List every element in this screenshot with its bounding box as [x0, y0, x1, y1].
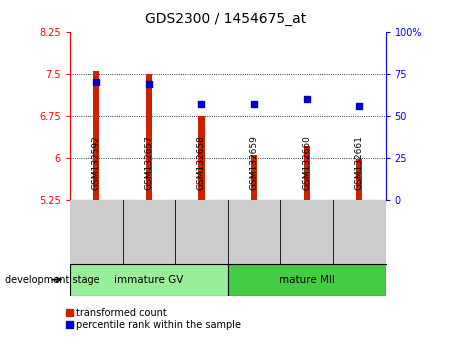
Point	[356, 103, 363, 109]
Bar	[198, 116, 205, 200]
Legend: transformed count, percentile rank within the sample: transformed count, percentile rank withi…	[66, 308, 241, 330]
Text: immature GV: immature GV	[114, 275, 184, 285]
Text: GDS2300 / 1454675_at: GDS2300 / 1454675_at	[145, 12, 306, 27]
Text: development stage: development stage	[5, 275, 99, 285]
Bar	[93, 71, 99, 200]
Bar	[70, 264, 228, 296]
Bar	[146, 74, 152, 200]
Bar	[304, 145, 310, 200]
Bar	[251, 155, 257, 200]
Point	[92, 80, 100, 85]
Text: mature MII: mature MII	[279, 275, 335, 285]
Point	[250, 101, 258, 107]
Point	[303, 96, 310, 102]
Bar	[356, 159, 363, 200]
Point	[145, 81, 152, 87]
Point	[198, 101, 205, 107]
Bar	[228, 264, 386, 296]
